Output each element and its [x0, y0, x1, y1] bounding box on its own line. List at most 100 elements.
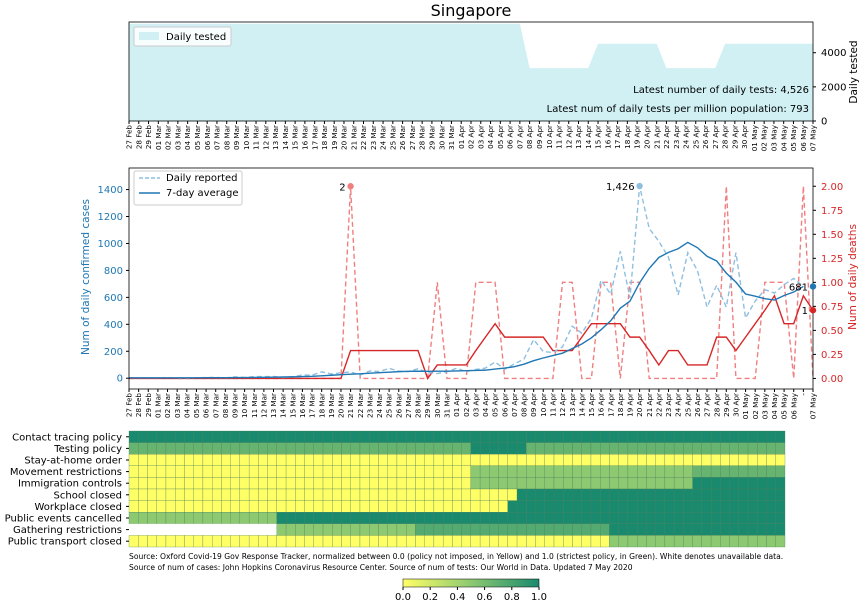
- policy-cell: [452, 523, 462, 536]
- policy-cell: [322, 488, 333, 501]
- policy-cell: [572, 442, 582, 455]
- policy-cell: [313, 465, 324, 478]
- policy-cell: [627, 465, 638, 478]
- policy-cell: [526, 465, 536, 478]
- policy-cell: [498, 512, 508, 524]
- policy-cell: [304, 488, 314, 501]
- policy-cell: [202, 512, 213, 524]
- policy-cell: [267, 535, 277, 548]
- policy-cell: [498, 535, 508, 548]
- tests-xtick-label: 12 Mar: [261, 125, 270, 150]
- policy-cell: [572, 523, 582, 536]
- policy-cell: [369, 488, 379, 501]
- policy-cell: [341, 535, 351, 548]
- cases-xtick-label: 23 Mar: [365, 393, 374, 418]
- policy-cell: [479, 430, 490, 443]
- policy-cell: [470, 454, 481, 466]
- policy-cell: [692, 442, 702, 455]
- policy-cell: [516, 535, 527, 548]
- policy-cell: [590, 465, 601, 478]
- policy-cell: [359, 488, 370, 501]
- policy-cell: [720, 535, 730, 548]
- policy-cell: [396, 465, 407, 478]
- policy-cell: [332, 523, 342, 536]
- cases-ytick-label: 0: [117, 374, 123, 385]
- tests-xtick-label: 29 Mar: [428, 125, 437, 150]
- cases-xtick-label: 13 Mar: [269, 393, 278, 418]
- policy-cell: [590, 535, 601, 548]
- policy-cell: [710, 465, 721, 478]
- cases-xtick-label: 19 Apr: [626, 393, 635, 417]
- policy-cell: [341, 477, 351, 490]
- policy-cell: [212, 535, 222, 548]
- policy-cell: [184, 442, 194, 455]
- policy-cell: [295, 535, 305, 548]
- tests-xtick-label: 07 Apr: [515, 125, 524, 149]
- policy-cell: [313, 477, 324, 490]
- policy-cell: [452, 500, 462, 513]
- policy-cell: [600, 523, 610, 536]
- policy-cell: [165, 477, 176, 490]
- colorbar-tick-label: 1.0: [531, 592, 547, 603]
- cases-ytick-label: 600: [104, 293, 123, 304]
- policy-cell: [258, 442, 268, 455]
- policy-cell: [655, 500, 666, 513]
- policy-cell: [248, 430, 259, 443]
- policy-heatmap: [128, 430, 786, 548]
- policy-cell: [609, 523, 619, 536]
- policy-cell: [322, 500, 333, 513]
- policy-cell: [156, 477, 167, 490]
- policy-cell: [175, 454, 185, 466]
- policy-cell: [526, 488, 536, 501]
- policy-cell: [646, 523, 656, 536]
- cases-xtick-label: 04 May: [770, 392, 779, 419]
- policy-cell: [424, 465, 435, 478]
- policy-cell: [701, 465, 712, 478]
- policy-cell: [692, 535, 702, 548]
- policy-cell: [618, 535, 629, 548]
- policy-cell: [470, 442, 481, 455]
- policy-cell: [230, 430, 241, 443]
- policy-cell: [322, 523, 333, 536]
- policy-cell: [369, 442, 379, 455]
- policy-cell: [766, 523, 776, 536]
- policy-cell: [489, 465, 499, 478]
- policy-cell: [267, 442, 277, 455]
- policy-cell: [710, 512, 721, 524]
- policy-cell: [230, 454, 241, 466]
- policy-cell: [655, 442, 666, 455]
- policy-cell: [637, 523, 647, 536]
- policy-cell: [295, 442, 305, 455]
- policy-cell: [406, 430, 416, 443]
- policy-cell: [535, 488, 545, 501]
- cases-xtick-label: 02 Mar: [163, 393, 172, 418]
- policy-cell: [175, 512, 185, 524]
- policy-cell: [581, 465, 592, 478]
- policy-cell: [544, 523, 555, 536]
- policy-cell: [664, 500, 675, 513]
- policy-cell: [295, 500, 305, 513]
- policy-cell: [258, 500, 268, 513]
- tests-xtick-label: 23 Mar: [369, 125, 378, 150]
- policy-cell: [387, 500, 398, 513]
- policy-cell: [526, 500, 536, 513]
- tests-xtick-label: 10 Apr: [545, 125, 554, 149]
- policy-cell: [507, 512, 518, 524]
- cases-xtick-label: 27 Apr: [703, 393, 712, 417]
- policy-cell: [747, 477, 758, 490]
- policy-cell: [267, 430, 277, 443]
- policy-cell: [646, 442, 656, 455]
- policy-cell: [572, 535, 582, 548]
- policy-cell: [359, 454, 370, 466]
- policy-cell: [470, 465, 481, 478]
- policy-cell: [285, 488, 296, 501]
- policy-cell: [230, 500, 241, 513]
- policy-cell: [248, 465, 259, 478]
- policy-cell: [489, 442, 499, 455]
- policy-cell: [646, 488, 656, 501]
- deaths-ytick-label: 1.25: [821, 254, 843, 265]
- policy-cell: [415, 477, 425, 490]
- policy-cell: [258, 488, 268, 501]
- annotation-label: 1,426: [606, 182, 635, 193]
- policy-cell: [479, 488, 490, 501]
